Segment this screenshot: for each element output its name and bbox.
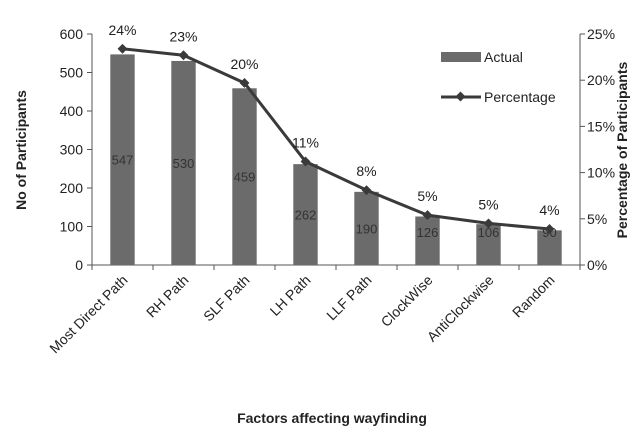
percentage-label: 8% — [356, 163, 376, 179]
y-tick-label: 600 — [60, 26, 84, 42]
y2-tick-label: 0% — [587, 257, 607, 273]
percentage-marker — [544, 224, 555, 234]
percentage-label: 23% — [169, 28, 197, 44]
percentage-label: 5% — [478, 196, 498, 212]
legend-label-actual: Actual — [484, 49, 523, 65]
y2-tick-label: 5% — [587, 211, 607, 227]
legend-marker-percentage — [455, 91, 466, 102]
y-tick-label: 100 — [60, 219, 84, 235]
legend-label-percentage: Percentage — [484, 89, 556, 105]
percentage-marker — [239, 78, 250, 88]
percentage-marker — [361, 185, 372, 196]
percentage-label: 5% — [417, 188, 437, 204]
y-tick-label: 0 — [75, 257, 83, 273]
x-tick-label: Random — [509, 272, 558, 321]
y-tick-label: 400 — [60, 103, 84, 119]
percentage-label: 4% — [539, 202, 559, 218]
x-tick-label: SLF Path — [200, 272, 253, 325]
percentage-marker — [300, 156, 311, 167]
bar-value-label: 126 — [417, 225, 439, 240]
bar — [171, 60, 196, 266]
y2-tick-label: 25% — [587, 26, 615, 42]
bar — [354, 191, 379, 265]
y-tick-label: 200 — [60, 180, 84, 196]
y-tick-label: 500 — [60, 65, 84, 81]
percentage-marker — [483, 218, 494, 229]
percentage-line — [122, 47, 550, 231]
bar — [110, 54, 135, 265]
bar-value-label: 262 — [295, 208, 317, 223]
legend: Actual Percentage — [441, 49, 556, 105]
bar-value-label: 530 — [173, 156, 195, 171]
legend-swatch-actual — [441, 52, 481, 62]
y2-tick-label: 20% — [587, 72, 615, 88]
bar — [476, 224, 501, 265]
bar-series: 54753045926219012610690 — [110, 54, 562, 266]
percentage-marker — [422, 210, 433, 221]
bar-value-label: 190 — [356, 221, 378, 236]
y2-tick-label: 10% — [587, 165, 615, 181]
bar — [415, 216, 440, 265]
x-tick-label: ClockWise — [378, 272, 436, 330]
percentage-marker — [117, 43, 128, 54]
bar — [537, 230, 562, 265]
x-tick-label: RH Path — [143, 272, 192, 321]
percentage-label: 20% — [230, 56, 258, 72]
x-tick-label: LLF Path — [323, 272, 374, 323]
y2-axis-title: Percentage of Participants — [614, 61, 630, 238]
percentage-marker — [178, 50, 189, 61]
y-axis-title: No of Participants — [13, 90, 29, 210]
y-tick-label: 300 — [60, 142, 84, 158]
percentage-label: 11% — [292, 135, 319, 151]
x-tick-label: LH Path — [267, 272, 314, 319]
bar-value-label: 459 — [234, 170, 256, 185]
x-tick-label: Most Direct Path — [46, 272, 130, 356]
line-series: 24% 23% 20% 11% 8% 5% 5% 4% — [108, 22, 560, 234]
percentage-label: 24% — [108, 22, 136, 38]
y2-tick-label: 15% — [587, 118, 615, 134]
x-axis-title: Factors affecting wayfinding — [237, 410, 427, 426]
bar-value-label: 547 — [112, 153, 134, 168]
bar-value-label: 106 — [478, 225, 500, 240]
bar — [293, 164, 318, 265]
bar — [232, 88, 257, 265]
